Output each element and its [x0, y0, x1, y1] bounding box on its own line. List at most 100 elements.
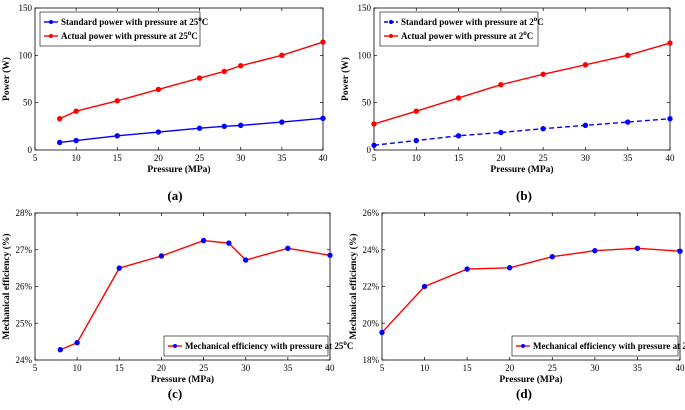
- x-tick-label: 35: [277, 153, 287, 163]
- data-point: [540, 126, 546, 132]
- data-point: [507, 265, 513, 271]
- data-point: [464, 266, 470, 272]
- data-point: [677, 248, 683, 254]
- x-tick-label: 25: [195, 153, 205, 163]
- y-axis-label: Mechanical efficiency (%): [348, 233, 359, 339]
- legend-marker: [173, 344, 177, 348]
- x-tick-label: 40: [319, 153, 329, 163]
- chart-panel-d: 5 10 15 20 25 30 35 40 18% 20% 22% 24% 26% Pressure (…: [348, 208, 685, 401]
- y-tick-label: 100: [358, 50, 372, 60]
- x-axis-label: Pressure (MPa): [151, 374, 214, 385]
- legend-marker: [389, 20, 393, 24]
- y-tick-label: 22%: [363, 282, 380, 292]
- data-point: [320, 39, 326, 45]
- data-point: [73, 108, 79, 114]
- legend-marker: [389, 34, 393, 38]
- data-point: [74, 340, 80, 346]
- data-point: [221, 68, 227, 75]
- y-tick-label: 50: [23, 98, 33, 108]
- data-point: [114, 133, 120, 139]
- x-tick-label: 25: [539, 153, 549, 163]
- data-point: [200, 237, 207, 244]
- legend-marker: [49, 34, 53, 38]
- x-axis-label: Pressure (MPa): [490, 164, 553, 175]
- legend-box: [39, 11, 201, 47]
- chart-panel-c: 5 10 15 20 25 30 35 40 24% 25% 26% 27% 28% Pressure (…: [1, 208, 353, 401]
- x-tick-label: 25: [548, 363, 558, 373]
- data-point: [196, 75, 203, 81]
- y-tick-label: 27%: [16, 245, 33, 255]
- x-tick-label: 5: [372, 153, 377, 163]
- data-point: [238, 122, 244, 129]
- y-tick-label: 150: [358, 3, 372, 13]
- x-tick-label: 15: [115, 363, 125, 373]
- x-tick-label: 35: [283, 363, 293, 373]
- data-point: [371, 121, 377, 127]
- data-point: [226, 240, 232, 246]
- series-line-1: [60, 239, 331, 351]
- x-tick-label: 40: [666, 153, 676, 163]
- legend-marker: [521, 344, 525, 348]
- x-tick-label: 10: [72, 153, 82, 163]
- data-point: [243, 257, 249, 263]
- x-tick-label: 15: [113, 153, 123, 163]
- data-point: [498, 81, 504, 88]
- x-tick-label: 20: [496, 153, 506, 163]
- y-tick-label: 0: [28, 145, 33, 155]
- x-tick-label: 10: [412, 153, 422, 163]
- data-point: [196, 125, 203, 131]
- x-tick-label: 40: [326, 363, 336, 373]
- x-tick-label: 20: [505, 363, 515, 373]
- data-point: [279, 52, 285, 59]
- x-tick-label: 10: [73, 363, 83, 373]
- data-point: [549, 254, 555, 260]
- x-axis-label: Pressure (MPa): [499, 374, 562, 385]
- data-point: [413, 108, 419, 114]
- legend: Standard power with pressure at 2oC Actua…: [379, 11, 544, 47]
- data-point: [625, 119, 631, 125]
- data-point: [221, 123, 227, 130]
- x-tick-label: 25: [199, 363, 209, 373]
- x-tick-label: 20: [157, 363, 167, 373]
- x-tick-label: 40: [676, 363, 685, 373]
- series-line-1: [373, 118, 671, 146]
- data-point: [592, 247, 598, 254]
- y-tick-label: 28%: [16, 208, 33, 218]
- x-tick-label: 5: [380, 363, 385, 373]
- data-point: [540, 71, 546, 77]
- data-point: [238, 63, 244, 69]
- data-point: [667, 116, 673, 122]
- y-axis-label: Power (W): [340, 57, 351, 101]
- data-point: [634, 245, 641, 251]
- y-tick-label: 20%: [363, 318, 380, 328]
- data-point: [455, 133, 462, 139]
- data-point: [279, 119, 285, 125]
- data-point: [498, 129, 504, 136]
- legend-entry: Standard power with pressure at 2oC: [401, 15, 544, 27]
- data-point: [413, 137, 419, 144]
- y-tick-label: 25%: [16, 318, 33, 328]
- data-point: [56, 139, 63, 146]
- chart-panel-a: 5 10 15 20 25 30 35 40 0 50 100 150 Pressure (MPa) Po…: [1, 3, 328, 203]
- plot-frame: [373, 7, 671, 151]
- plot-frame: [34, 7, 324, 151]
- data-point: [57, 347, 63, 353]
- data-point: [379, 329, 385, 336]
- legend-entry: Standard power with pressure at 25oC: [61, 15, 208, 27]
- x-tick-label: 15: [463, 363, 473, 373]
- y-tick-label: 24%: [16, 355, 33, 365]
- x-tick-label: 5: [33, 363, 38, 373]
- x-tick-label: 10: [420, 363, 430, 373]
- data-point: [73, 137, 79, 144]
- legend-entry: Actual power with pressure at 2oC: [401, 29, 533, 41]
- data-point: [56, 116, 63, 122]
- x-tick-label: 30: [236, 153, 246, 163]
- panel-caption: (d): [516, 386, 532, 401]
- legend-entry: Mechanical efficiency with pressure at 2…: [533, 339, 685, 351]
- data-point: [667, 40, 673, 46]
- panel-caption: (b): [516, 188, 532, 203]
- data-point: [155, 129, 162, 135]
- x-axis-label: Pressure (MPa): [147, 164, 210, 175]
- legend: Standard power with pressure at 25oC Actu…: [39, 11, 208, 47]
